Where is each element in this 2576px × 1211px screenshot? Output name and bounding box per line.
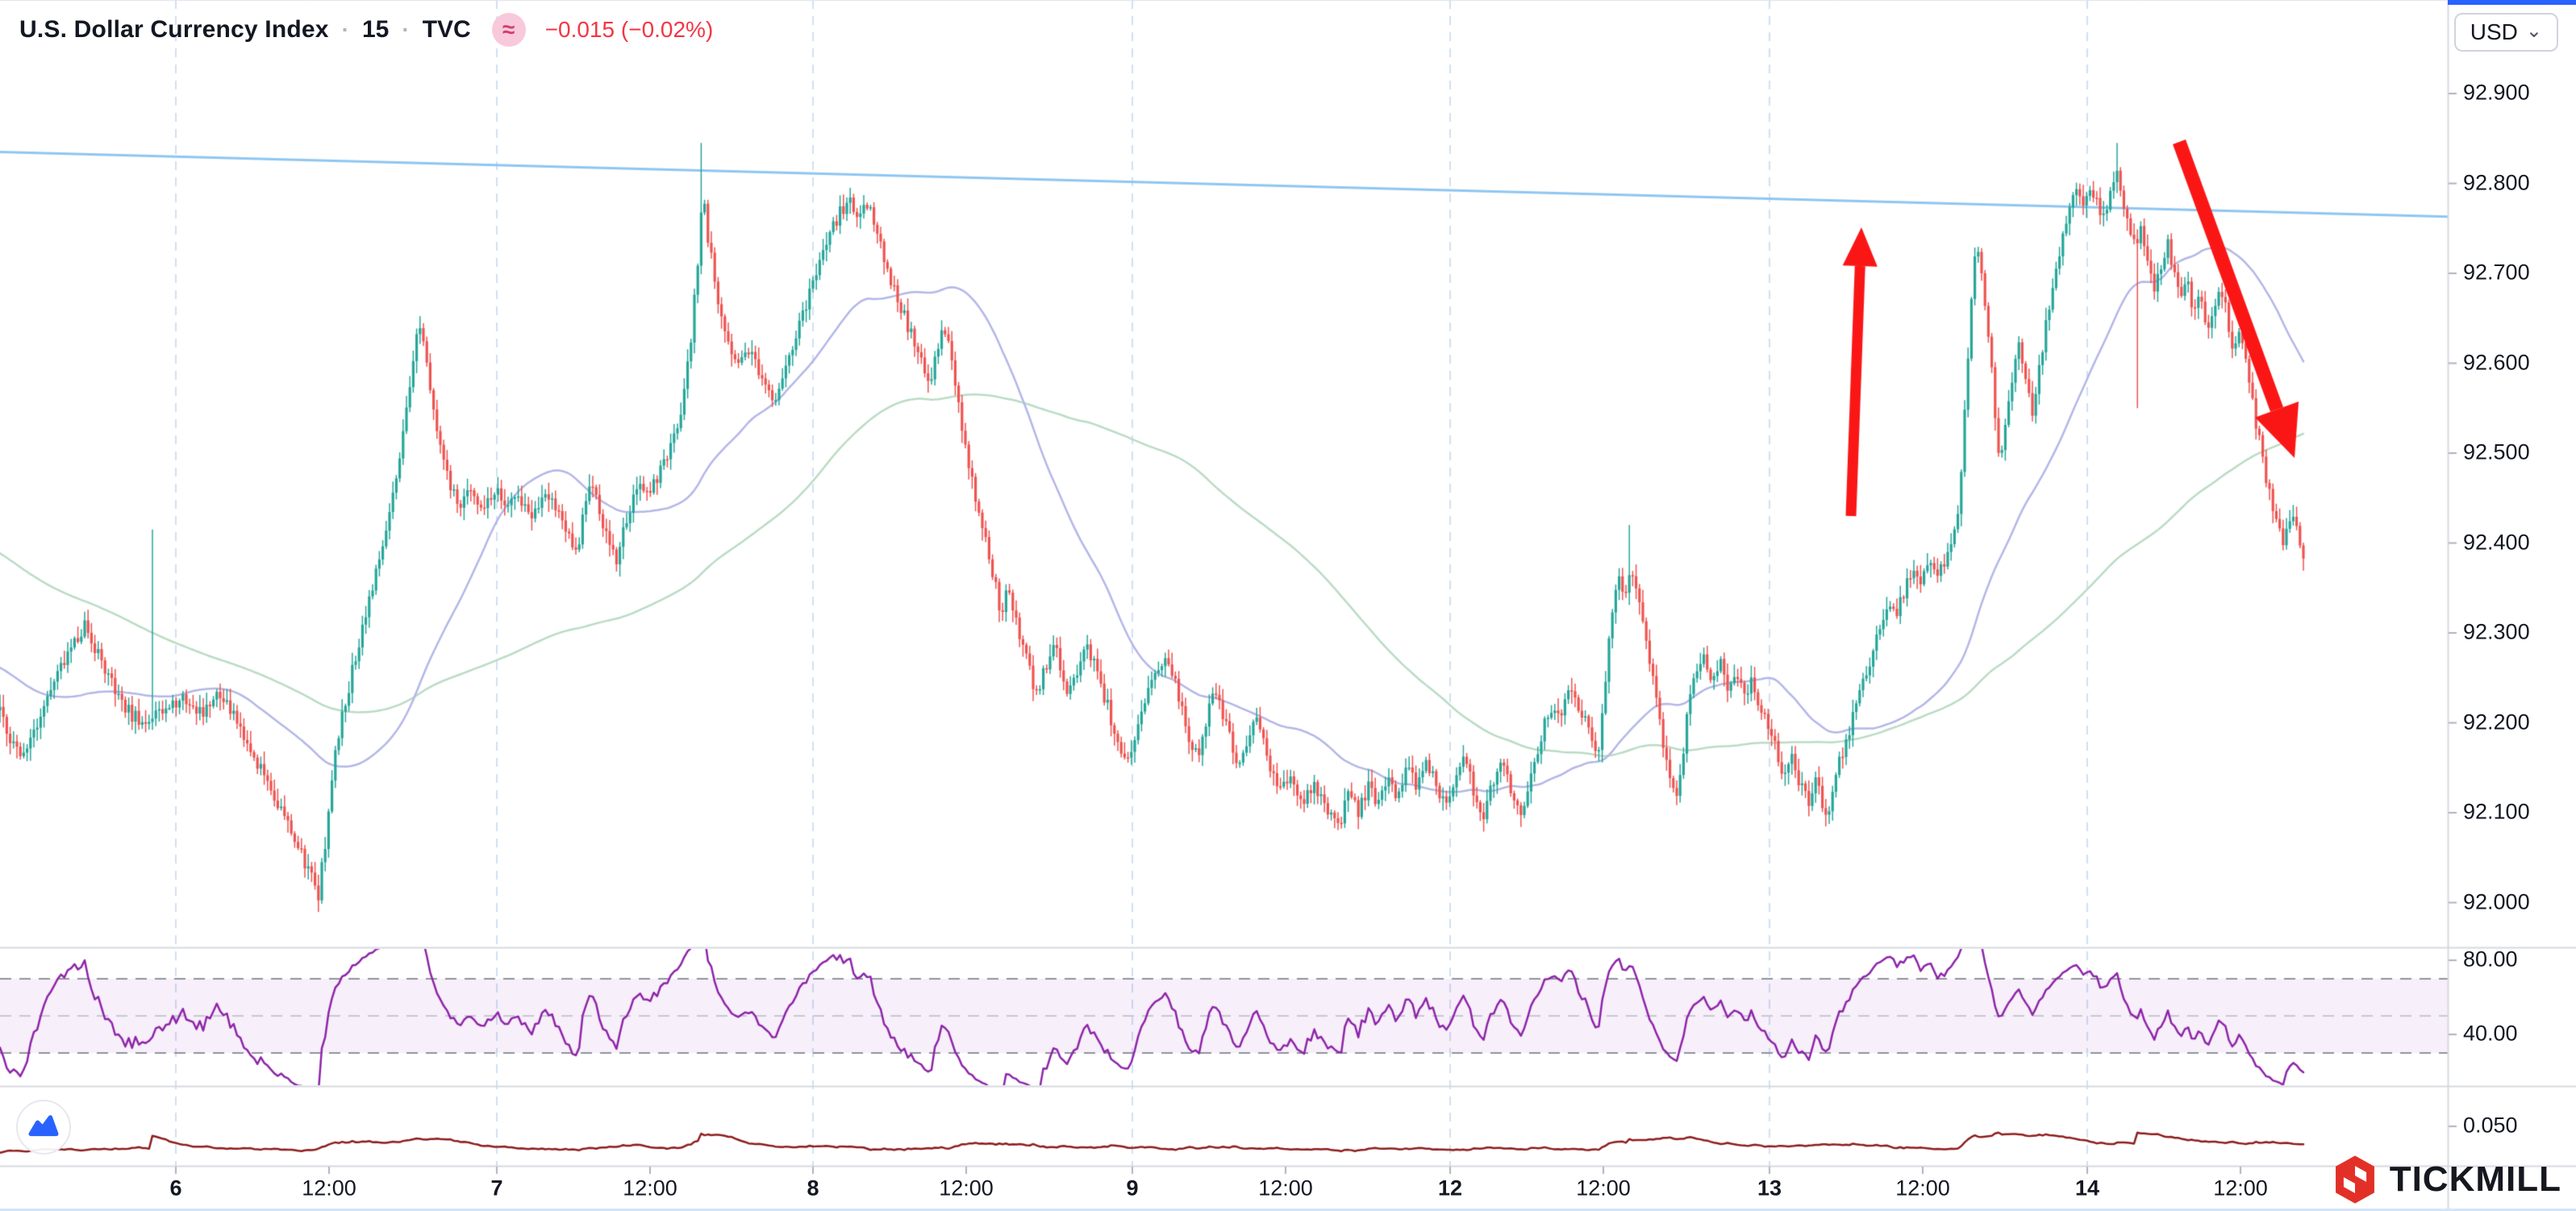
price-tick-label: 92.600: [2463, 350, 2530, 375]
tickmill-branding: TICKMILL: [2332, 1155, 2561, 1205]
time-axis-label: 12:00: [2213, 1176, 2268, 1201]
rsi-tick-label: 40.00: [2463, 1021, 2518, 1046]
price-tick-label: 92.200: [2463, 710, 2530, 735]
time-axis-label: 8: [807, 1176, 819, 1201]
time-axis-label: 12:00: [939, 1176, 994, 1201]
delayed-data-icon: ≈: [491, 13, 526, 47]
price-tick-label: 92.100: [2463, 799, 2530, 824]
time-axis-label: 12:00: [1576, 1176, 1631, 1201]
price-tick-label: 92.400: [2463, 530, 2530, 555]
currency-dropdown[interactable]: USD ⌄: [2453, 13, 2558, 52]
tradingview-logo-button[interactable]: [16, 1100, 71, 1155]
area-chart-icon: [28, 1115, 59, 1137]
tickmill-logo-icon: [2335, 1155, 2374, 1204]
time-axis-label: 12:00: [1895, 1176, 1950, 1201]
price-tick-label: 92.500: [2463, 439, 2530, 464]
time-axis-label: 6: [169, 1176, 182, 1201]
time-axis-label: 13: [1757, 1176, 1782, 1201]
price-tick-label: 92.300: [2463, 619, 2530, 644]
time-axis-label: 12:00: [1258, 1176, 1313, 1201]
scale-top-accent-bar: [2448, 0, 2576, 5]
legend-separator: ·: [341, 17, 349, 42]
tickmill-wordmark: TICKMILL: [2389, 1159, 2561, 1199]
symbol-legend: U.S. Dollar Currency Index · 15 · TVC ≈ …: [19, 13, 713, 47]
time-axis-label: 12:00: [302, 1176, 356, 1201]
symbol-title[interactable]: U.S. Dollar Currency Index: [19, 16, 329, 43]
time-axis-label: 9: [1126, 1176, 1139, 1201]
atr-tick-label: 0.050: [2463, 1113, 2518, 1138]
price-tick-label: 92.000: [2463, 889, 2530, 914]
interval-label[interactable]: 15: [361, 16, 390, 43]
chevron-down-icon: ⌄: [2525, 19, 2542, 42]
currency-dropdown-label: USD: [2470, 19, 2518, 44]
price-tick-label: 92.800: [2463, 170, 2530, 195]
time-axis-label: 14: [2074, 1176, 2100, 1201]
price-change-label: −0.015 (−0.02%): [544, 17, 714, 42]
rsi-tick-label: 80.00: [2463, 947, 2518, 972]
legend-separator: ·: [402, 17, 410, 42]
exchange-label[interactable]: TVC: [422, 16, 471, 43]
time-axis-label: 12: [1437, 1176, 1463, 1201]
price-tick-label: 92.900: [2463, 80, 2530, 105]
price-tick-label: 92.700: [2463, 260, 2530, 285]
time-axis-label: 12:00: [623, 1176, 677, 1201]
time-axis-label: 7: [490, 1176, 503, 1201]
